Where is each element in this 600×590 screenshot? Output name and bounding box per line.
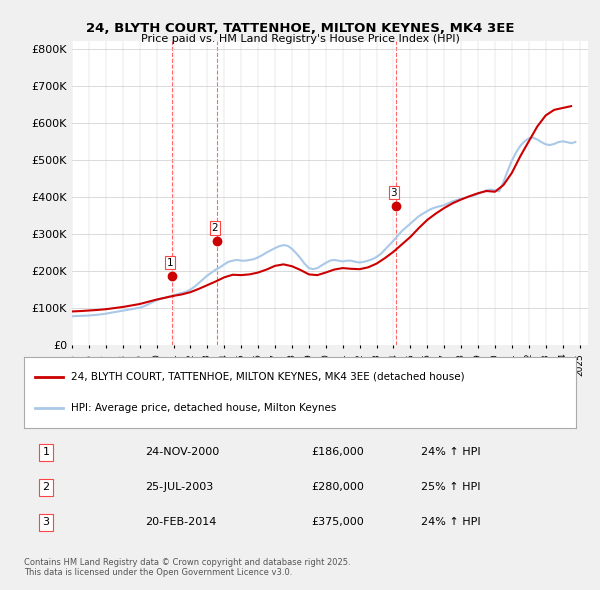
Text: 2: 2 bbox=[43, 483, 50, 492]
Text: 1: 1 bbox=[167, 258, 173, 268]
Text: £280,000: £280,000 bbox=[311, 483, 364, 492]
Text: 25% ↑ HPI: 25% ↑ HPI bbox=[421, 483, 481, 492]
Text: HPI: Average price, detached house, Milton Keynes: HPI: Average price, detached house, Milt… bbox=[71, 403, 336, 413]
Text: 20-FEB-2014: 20-FEB-2014 bbox=[145, 517, 217, 527]
Text: 24, BLYTH COURT, TATTENHOE, MILTON KEYNES, MK4 3EE (detached house): 24, BLYTH COURT, TATTENHOE, MILTON KEYNE… bbox=[71, 372, 464, 382]
Text: Contains HM Land Registry data © Crown copyright and database right 2025.
This d: Contains HM Land Registry data © Crown c… bbox=[24, 558, 350, 577]
Text: 24-NOV-2000: 24-NOV-2000 bbox=[145, 447, 220, 457]
Text: 24% ↑ HPI: 24% ↑ HPI bbox=[421, 447, 481, 457]
Text: £186,000: £186,000 bbox=[311, 447, 364, 457]
Text: 3: 3 bbox=[43, 517, 50, 527]
Text: 24% ↑ HPI: 24% ↑ HPI bbox=[421, 517, 481, 527]
Text: £375,000: £375,000 bbox=[311, 517, 364, 527]
Text: Price paid vs. HM Land Registry's House Price Index (HPI): Price paid vs. HM Land Registry's House … bbox=[140, 34, 460, 44]
Text: 25-JUL-2003: 25-JUL-2003 bbox=[145, 483, 214, 492]
Text: 24, BLYTH COURT, TATTENHOE, MILTON KEYNES, MK4 3EE: 24, BLYTH COURT, TATTENHOE, MILTON KEYNE… bbox=[86, 22, 514, 35]
Text: 1: 1 bbox=[43, 447, 50, 457]
Text: 2: 2 bbox=[212, 223, 218, 233]
Text: 3: 3 bbox=[391, 188, 397, 198]
